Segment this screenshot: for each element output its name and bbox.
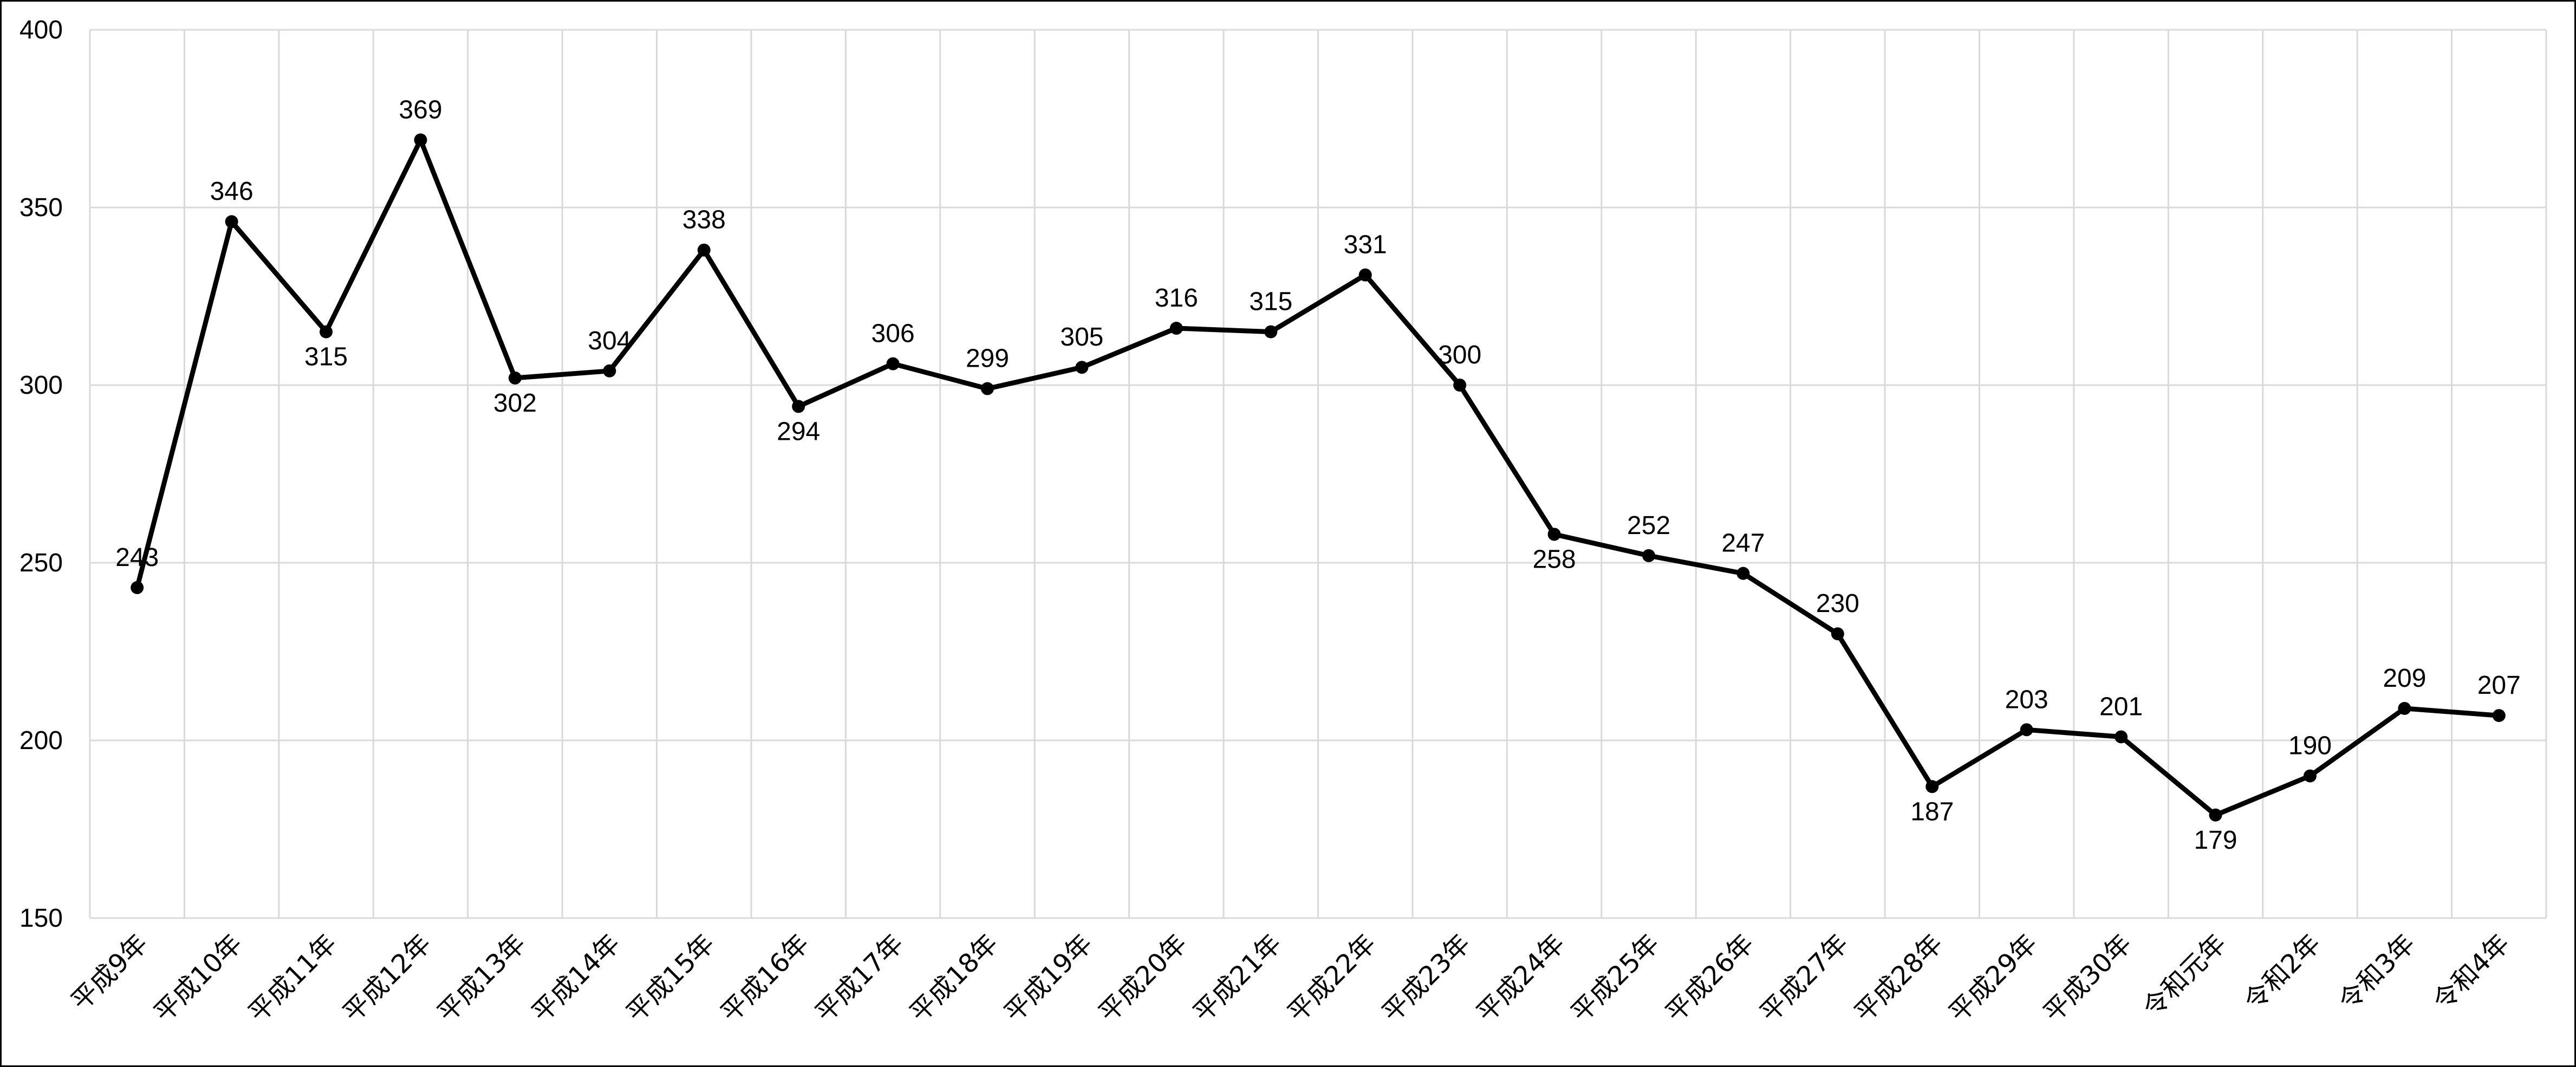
data-label: 299 [966, 344, 1009, 373]
x-tick-label: 令和3年 [2333, 928, 2421, 1017]
x-tick-label: 平成9年 [66, 928, 154, 1017]
x-tick-label: 平成26年 [1660, 928, 1760, 1029]
x-tick-label: 平成28年 [1849, 928, 1949, 1029]
data-label: 302 [493, 389, 537, 418]
x-tick-label: 平成21年 [1187, 928, 1287, 1029]
x-tick-label: 平成27年 [1754, 928, 1855, 1029]
data-label: 338 [682, 206, 726, 235]
x-tick-label: 平成12年 [337, 928, 437, 1029]
data-points [131, 133, 2506, 822]
data-label: 316 [1155, 284, 1198, 313]
data-point [1075, 361, 1089, 374]
x-tick-label: 平成20年 [1093, 928, 1193, 1029]
data-label: 258 [1533, 545, 1576, 574]
data-point [697, 243, 711, 257]
x-tick-label: 平成23年 [1376, 928, 1476, 1029]
data-point [1547, 528, 1561, 541]
data-point [2492, 709, 2506, 723]
data-point [1642, 549, 1655, 562]
data-label: 346 [210, 177, 253, 206]
data-label: 306 [871, 320, 915, 348]
data-label: 315 [304, 343, 348, 372]
data-point [1736, 567, 1750, 580]
data-point [508, 371, 522, 385]
series-line-group [134, 137, 2502, 818]
y-tick-label: 400 [19, 16, 63, 44]
x-tick-label: 平成13年 [432, 928, 532, 1029]
x-tick-label: 令和2年 [2238, 928, 2326, 1017]
data-point [1926, 780, 1939, 793]
data-label: 300 [1438, 341, 1481, 369]
data-label: 187 [1910, 797, 1954, 826]
y-tick-label: 350 [19, 193, 63, 222]
data-label: 209 [2383, 664, 2426, 693]
data-label: 294 [777, 417, 820, 446]
data-point [603, 364, 616, 378]
data-point [1264, 325, 1278, 339]
data-label: 203 [2005, 685, 2048, 714]
x-tick-label: 平成18年 [904, 928, 1004, 1029]
data-label: 315 [1249, 288, 1292, 316]
data-point [981, 382, 994, 395]
data-point [131, 581, 144, 594]
data-point [2209, 808, 2222, 822]
data-point [792, 400, 805, 413]
data-label: 179 [2194, 826, 2237, 855]
data-point [2020, 723, 2033, 737]
x-tick-label: 平成14年 [526, 928, 626, 1029]
data-label: 190 [2288, 732, 2332, 760]
data-label: 243 [115, 543, 159, 572]
x-tick-label: 令和4年 [2427, 928, 2515, 1017]
x-tick-label: 平成19年 [998, 928, 1098, 1029]
data-point [2398, 701, 2411, 715]
data-label: 207 [2477, 671, 2521, 700]
x-tick-label: 平成15年 [621, 928, 721, 1029]
x-tick-label: 平成22年 [1282, 928, 1382, 1029]
data-label: 304 [588, 327, 631, 355]
x-tick-label: 平成17年 [809, 928, 909, 1029]
data-label: 252 [1627, 511, 1670, 540]
y-tick-label: 150 [19, 904, 63, 933]
data-point [1831, 627, 1844, 641]
x-tick-label: 平成10年 [148, 928, 248, 1029]
x-axis-ticks: 平成9年平成10年平成11年平成12年平成13年平成14年平成15年平成16年平… [66, 928, 2516, 1029]
series-line [134, 137, 2502, 818]
data-point [320, 325, 333, 339]
data-labels: 243 346 315 369 302 304 338 294 306 299 305 316 315 3… [115, 95, 2521, 854]
y-axis-ticks: 150 200 250 300 350 400 [19, 16, 63, 933]
data-point [1358, 268, 1372, 282]
data-point [225, 215, 238, 229]
data-point [414, 133, 427, 147]
data-point [886, 357, 900, 370]
y-tick-label: 250 [19, 549, 63, 577]
data-point [1453, 379, 1467, 392]
data-label: 305 [1060, 323, 1103, 352]
y-tick-label: 200 [19, 726, 63, 755]
x-tick-label: 平成30年 [2038, 928, 2138, 1029]
data-label: 369 [399, 95, 442, 124]
x-tick-label: 平成16年 [715, 928, 815, 1029]
x-tick-label: 平成24年 [1471, 928, 1571, 1029]
y-tick-label: 300 [19, 371, 63, 400]
x-tick-label: 平成29年 [1943, 928, 2044, 1029]
data-point [2303, 769, 2317, 783]
data-label: 201 [2099, 692, 2143, 721]
x-tick-label: 平成11年 [243, 928, 343, 1029]
data-point [1169, 322, 1183, 335]
x-tick-label: 令和元年 [2137, 928, 2232, 1023]
data-label: 331 [1344, 231, 1387, 259]
gridlines [89, 29, 2547, 919]
data-label: 230 [1816, 589, 1859, 618]
data-point [2115, 730, 2128, 744]
x-tick-label: 平成25年 [1565, 928, 1666, 1029]
data-label: 247 [1721, 529, 1765, 558]
